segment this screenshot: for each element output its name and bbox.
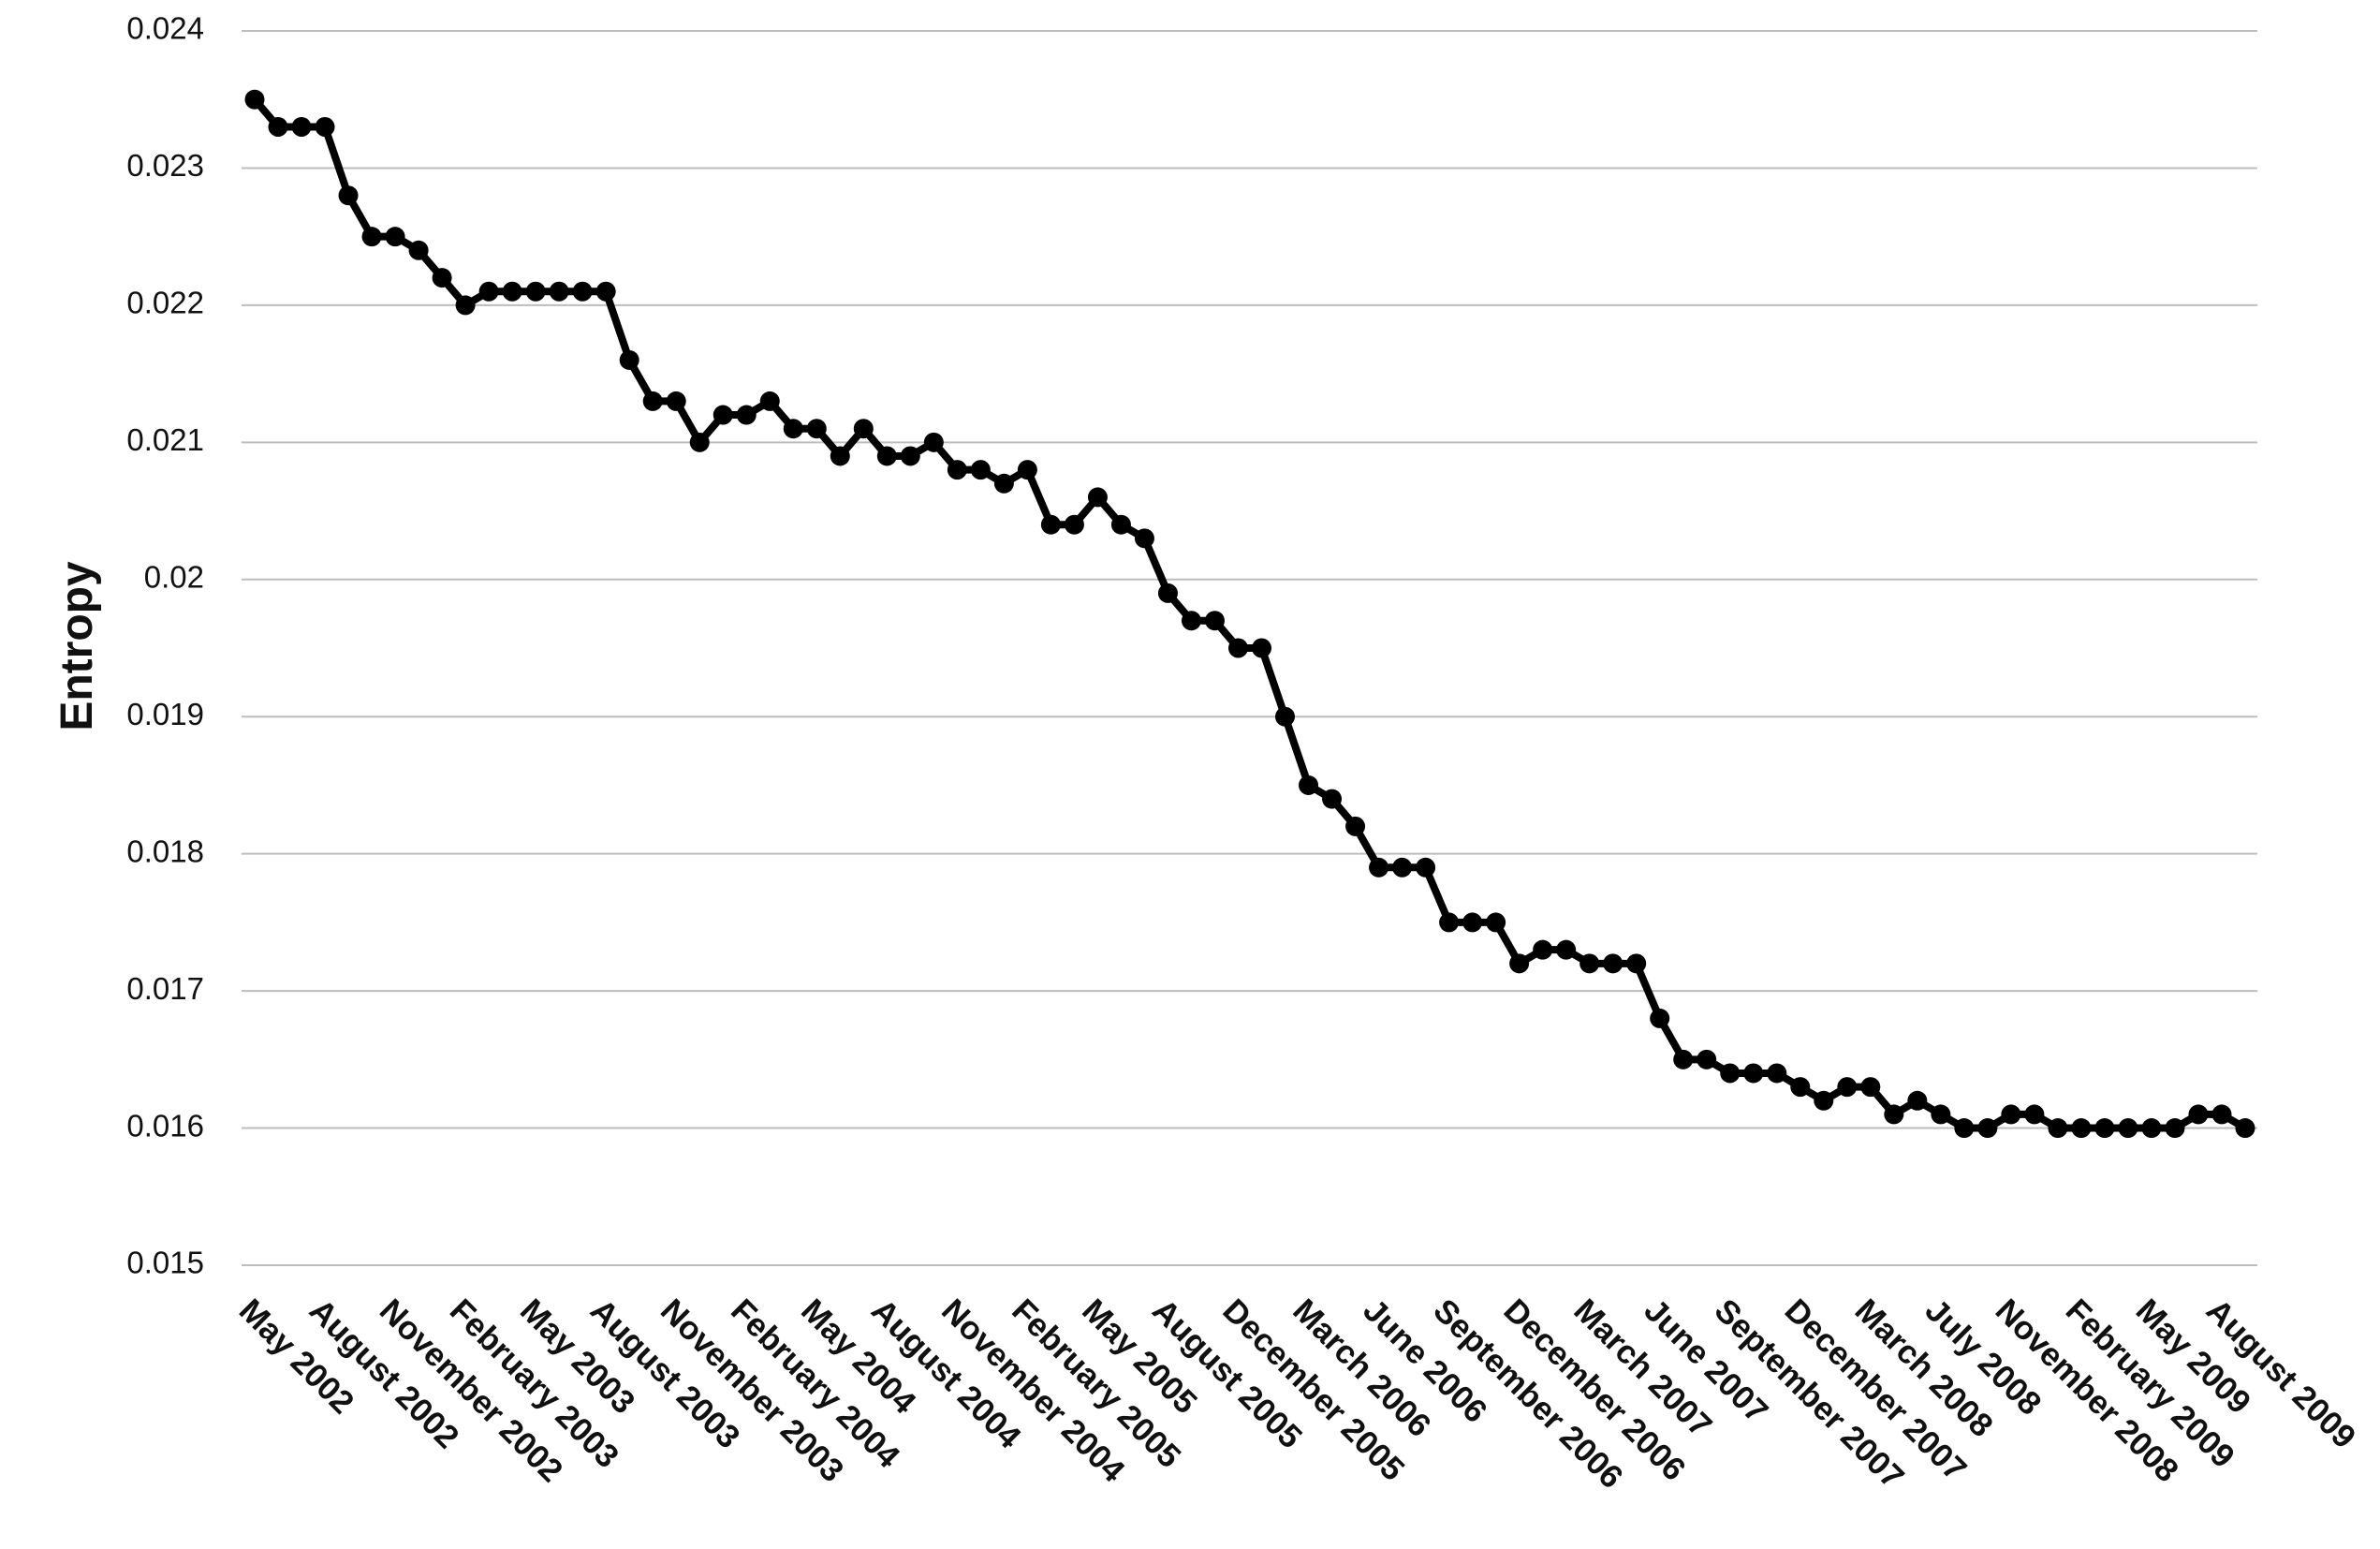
point — [1157, 583, 1178, 603]
point — [1345, 816, 1366, 836]
point — [1884, 1104, 1904, 1125]
point — [1275, 706, 1296, 727]
point — [642, 391, 663, 411]
point — [1392, 857, 1413, 878]
point — [1227, 638, 1248, 658]
point — [1204, 611, 1225, 631]
point — [619, 349, 639, 370]
point — [1743, 1063, 1764, 1084]
point — [2211, 1104, 2232, 1125]
point — [455, 295, 476, 316]
y-tick-label: 0.018 — [126, 834, 204, 868]
point — [1814, 1090, 1834, 1111]
point — [1556, 939, 1577, 960]
point — [2071, 1118, 2092, 1139]
point — [713, 405, 733, 425]
point — [1650, 1008, 1670, 1028]
point — [1064, 514, 1084, 535]
point — [1907, 1090, 1928, 1111]
point — [1837, 1077, 1858, 1098]
point — [291, 117, 312, 138]
line — [251, 96, 2248, 1132]
y-tick-label: 0.017 — [126, 971, 204, 1006]
point — [830, 446, 850, 466]
point — [666, 391, 686, 411]
point — [408, 240, 429, 260]
point — [993, 473, 1014, 494]
point — [806, 419, 827, 439]
point — [1931, 1104, 1951, 1125]
point — [1087, 487, 1108, 508]
point — [1790, 1077, 1811, 1098]
point — [572, 281, 593, 302]
point — [1860, 1077, 1881, 1098]
point — [315, 117, 335, 138]
point — [2165, 1118, 2185, 1139]
point — [338, 185, 359, 206]
point — [1954, 1118, 1975, 1139]
y-tick-label: 0.023 — [126, 148, 204, 183]
point — [1603, 953, 1623, 974]
point — [385, 227, 405, 247]
point — [432, 268, 452, 288]
point — [1252, 638, 1272, 658]
point — [2094, 1118, 2115, 1139]
point — [268, 117, 288, 138]
point — [502, 281, 522, 302]
point — [736, 405, 757, 425]
point — [1134, 528, 1154, 549]
point — [1509, 953, 1530, 974]
point — [2141, 1118, 2162, 1139]
point — [1626, 953, 1647, 974]
point — [970, 460, 991, 480]
point — [1720, 1063, 1741, 1084]
point — [1322, 789, 1343, 809]
y-tick-label: 0.016 — [126, 1108, 204, 1143]
point — [1416, 857, 1436, 878]
point — [549, 281, 569, 302]
point — [689, 432, 710, 452]
point — [478, 281, 499, 302]
point — [1299, 774, 1319, 795]
point — [1110, 514, 1131, 535]
point — [1369, 857, 1389, 878]
point — [947, 460, 967, 480]
y-tick-label: 0.02 — [144, 559, 204, 594]
point — [2024, 1104, 2045, 1125]
point — [2188, 1104, 2209, 1125]
point — [2048, 1118, 2068, 1139]
point — [783, 419, 803, 439]
y-axis-title: Entropy — [52, 561, 102, 731]
point — [2235, 1118, 2255, 1139]
point — [1017, 460, 1037, 480]
point — [759, 391, 780, 411]
y-tick-label: 0.015 — [126, 1246, 204, 1280]
point — [1673, 1049, 1694, 1070]
point — [876, 446, 897, 466]
point — [1040, 514, 1061, 535]
point — [361, 227, 382, 247]
y-tick-label: 0.021 — [126, 422, 204, 457]
point — [1697, 1049, 1717, 1070]
point — [1579, 953, 1600, 974]
point — [1977, 1118, 1998, 1139]
point — [900, 446, 920, 466]
point — [1181, 611, 1201, 631]
point — [595, 281, 616, 302]
point — [853, 419, 874, 439]
y-tick-label: 0.022 — [126, 286, 204, 320]
point — [923, 432, 944, 452]
point — [1533, 939, 1553, 960]
y-tick-label: 0.024 — [126, 11, 204, 46]
point — [244, 89, 265, 110]
point — [1439, 912, 1460, 933]
point — [1767, 1063, 1787, 1084]
point — [2001, 1104, 2021, 1125]
point — [525, 281, 546, 302]
y-tick-label: 0.019 — [126, 697, 204, 731]
point — [1462, 912, 1483, 933]
point — [2118, 1118, 2138, 1139]
point — [1486, 912, 1506, 933]
